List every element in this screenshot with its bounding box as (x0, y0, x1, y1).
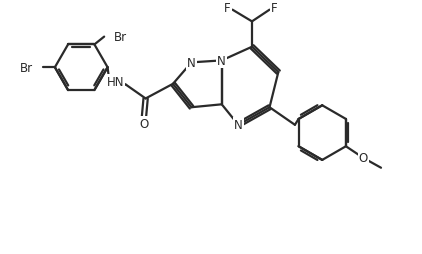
Text: N: N (234, 119, 243, 132)
Text: N: N (217, 55, 226, 68)
Text: O: O (139, 118, 148, 131)
Text: F: F (271, 2, 278, 15)
Text: Br: Br (20, 61, 33, 74)
Text: O: O (359, 152, 368, 165)
Text: Br: Br (114, 31, 127, 44)
Text: F: F (224, 2, 231, 15)
Text: HN: HN (107, 76, 124, 89)
Text: N: N (187, 57, 196, 70)
